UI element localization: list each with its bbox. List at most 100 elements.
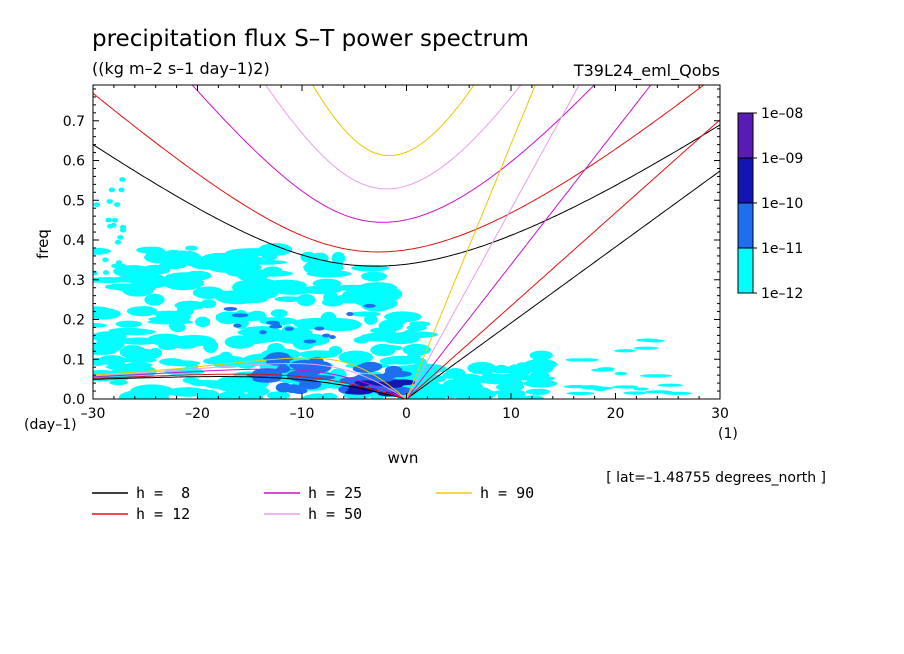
power-cell <box>611 385 638 389</box>
power-cell <box>309 356 324 366</box>
power-cell <box>363 303 376 308</box>
power-cell <box>118 337 159 345</box>
power-cell <box>275 382 293 393</box>
power-cell <box>498 382 525 392</box>
power-cell <box>266 320 280 325</box>
y-tick-label: 0.7 <box>63 114 85 130</box>
power-cell <box>306 270 352 278</box>
y-axis: 0.0 0.1 0.2 0.3 0.4 0.5 0.6 0.7 <box>63 88 720 408</box>
power-cell <box>117 235 124 240</box>
power-shading <box>93 177 693 399</box>
power-cell <box>276 289 309 295</box>
power-cell <box>270 309 288 318</box>
rossby-curve <box>93 368 407 399</box>
power-cell <box>233 323 242 328</box>
power-cell <box>483 377 510 385</box>
power-cell <box>467 386 490 394</box>
power-cell <box>639 374 672 378</box>
power-cell <box>359 361 383 372</box>
power-cell <box>623 391 647 395</box>
power-cell <box>106 199 113 204</box>
power-cell <box>409 321 431 327</box>
colorbar-swatch <box>737 157 754 204</box>
colorbar-label: 1e–10 <box>761 196 803 212</box>
power-cell <box>102 257 109 263</box>
power-cell <box>350 311 381 317</box>
gravity-wave-curve <box>265 85 522 190</box>
power-cell <box>269 324 283 329</box>
y-axis-unit: (day–1) <box>24 417 77 433</box>
dataset-label: T39L24_eml_Qobs <box>573 61 720 81</box>
power-cell <box>231 313 249 318</box>
x-tick-label: 30 <box>711 406 729 422</box>
power-cell <box>529 350 553 361</box>
dispersion-curves <box>93 85 720 399</box>
y-tick-label: 0.5 <box>63 193 85 209</box>
power-cell <box>93 323 107 328</box>
power-cell <box>454 390 472 399</box>
power-cell <box>241 282 263 297</box>
power-cell <box>119 177 126 182</box>
power-cell <box>245 391 264 399</box>
power-cell <box>298 350 338 359</box>
kelvin-curve <box>406 170 720 399</box>
power-cell <box>497 389 510 399</box>
x-tick-label: –20 <box>185 406 210 422</box>
power-cell <box>317 318 362 332</box>
power-cell <box>237 296 268 304</box>
power-cell <box>614 349 636 353</box>
power-cell <box>111 217 119 223</box>
power-cell <box>645 339 665 343</box>
legend-label: h = 90 <box>480 484 534 502</box>
power-cell <box>158 342 178 351</box>
power-cell <box>229 256 265 262</box>
power-cell <box>523 379 558 388</box>
power-cell <box>167 387 206 397</box>
power-cell <box>223 306 238 311</box>
power-cell <box>105 217 112 223</box>
power-cell <box>597 367 615 371</box>
legend: h = 8 h = 12 h = 25 h = 50 h = 90 <box>92 484 534 523</box>
power-cell <box>331 251 346 265</box>
power-cell <box>215 311 241 325</box>
power-cell <box>525 388 551 395</box>
legend-label: h = 25 <box>308 484 362 502</box>
y-tick-label: 0.2 <box>63 313 85 329</box>
power-cell <box>346 312 354 317</box>
power-cell <box>172 334 216 347</box>
power-cell <box>312 278 342 289</box>
kelvin-curve <box>406 85 536 399</box>
power-cell <box>657 383 683 387</box>
power-cell <box>184 245 198 251</box>
power-cell <box>118 390 157 399</box>
power-cell <box>231 248 275 255</box>
power-cell <box>122 348 157 360</box>
power-cell <box>329 335 336 340</box>
x-axis-label: wvn <box>388 449 419 467</box>
power-cell <box>140 264 171 275</box>
power-cell <box>662 391 693 395</box>
power-cell <box>266 391 291 399</box>
y-tick-label: 0.3 <box>63 273 85 289</box>
power-cell <box>382 355 423 365</box>
power-cell <box>528 365 551 374</box>
power-cell <box>155 311 192 322</box>
kelvin-curve <box>406 119 720 399</box>
power-cell <box>593 387 608 392</box>
kelvin-curve <box>406 85 652 399</box>
legend-label: h = 12 <box>136 505 190 523</box>
power-cell <box>296 293 316 307</box>
power-cell <box>566 391 595 395</box>
chart-title: precipitation flux S–T power spectrum <box>92 26 529 52</box>
power-cell <box>522 395 544 399</box>
power-cell <box>182 377 200 384</box>
power-cell <box>113 202 121 207</box>
gravity-wave-curve <box>311 85 475 157</box>
gravity-wave-curve <box>93 85 705 253</box>
power-cell <box>402 343 431 356</box>
power-cell <box>445 381 471 388</box>
power-cell <box>114 239 122 245</box>
power-cell <box>378 324 397 337</box>
power-cell <box>264 279 307 292</box>
